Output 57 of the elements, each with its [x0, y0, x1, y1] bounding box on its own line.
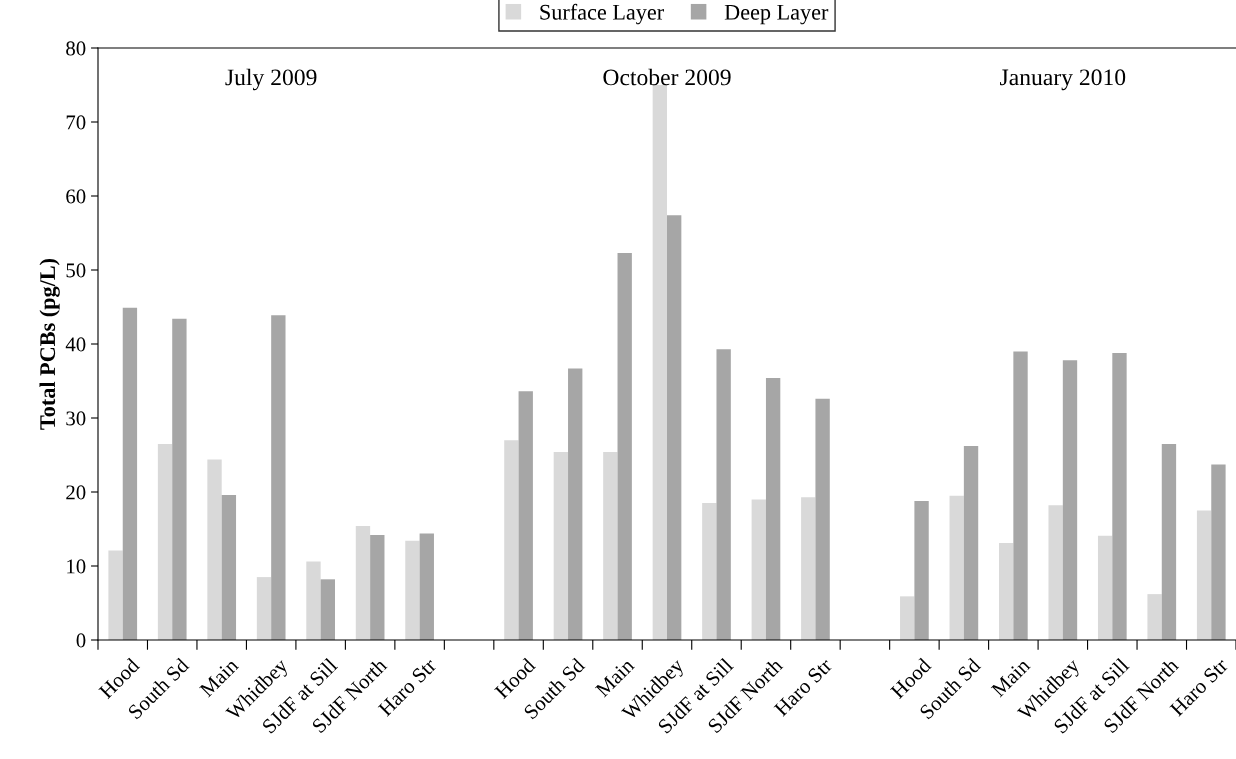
bar	[1196, 510, 1212, 640]
bar	[667, 215, 682, 640]
bar	[370, 534, 385, 640]
bar	[914, 500, 929, 640]
bar	[419, 533, 434, 640]
bar	[900, 596, 915, 640]
bar	[553, 452, 569, 640]
bar	[207, 459, 222, 640]
bar	[652, 85, 667, 640]
bar	[320, 579, 335, 640]
bar	[603, 452, 618, 640]
y-axis-title: Total PCBs (pg/L)	[39, 258, 60, 430]
bar	[504, 440, 519, 640]
bar	[108, 550, 123, 640]
bar	[271, 315, 286, 640]
bar	[1062, 360, 1078, 640]
y-tick-label: 10	[67, 559, 86, 574]
y-tick-label: 20	[66, 485, 86, 500]
bar	[306, 561, 321, 640]
legend-label: Surface Layer	[540, 3, 664, 25]
annotation: October 2009	[603, 68, 731, 86]
bar	[1112, 352, 1127, 640]
bar	[751, 499, 766, 640]
bar	[1147, 594, 1162, 640]
bar	[1097, 535, 1113, 640]
bar	[221, 494, 237, 640]
y-tick-label: 40	[65, 337, 86, 352]
y-tick-label: 50	[66, 263, 86, 278]
bar	[355, 526, 371, 640]
bar	[256, 577, 272, 640]
bar	[122, 307, 138, 640]
bar	[949, 495, 964, 640]
y-tick-label: 70	[66, 115, 86, 130]
bar	[999, 543, 1014, 640]
bar	[765, 378, 781, 640]
bar	[1211, 464, 1226, 640]
bar	[702, 503, 717, 640]
bar	[716, 349, 731, 640]
y-tick-label: 30	[66, 411, 86, 426]
bar	[1013, 351, 1028, 640]
bar	[518, 391, 533, 640]
bar	[1048, 505, 1063, 640]
y-tick-label: 60	[66, 189, 86, 204]
annotation: July 2009	[225, 68, 317, 91]
bar	[963, 446, 979, 640]
bar	[617, 252, 632, 640]
bar	[172, 318, 187, 640]
bar	[568, 368, 583, 640]
bar	[405, 540, 420, 640]
bar	[801, 497, 816, 640]
legend-label: Deep Layer	[724, 4, 829, 25]
annotation: January 2010	[1000, 69, 1126, 91]
bar	[815, 398, 830, 640]
y-tick-label: 80	[66, 41, 86, 56]
bar	[1161, 443, 1177, 640]
y-tick-label: 0	[76, 633, 86, 648]
bar	[157, 443, 173, 640]
